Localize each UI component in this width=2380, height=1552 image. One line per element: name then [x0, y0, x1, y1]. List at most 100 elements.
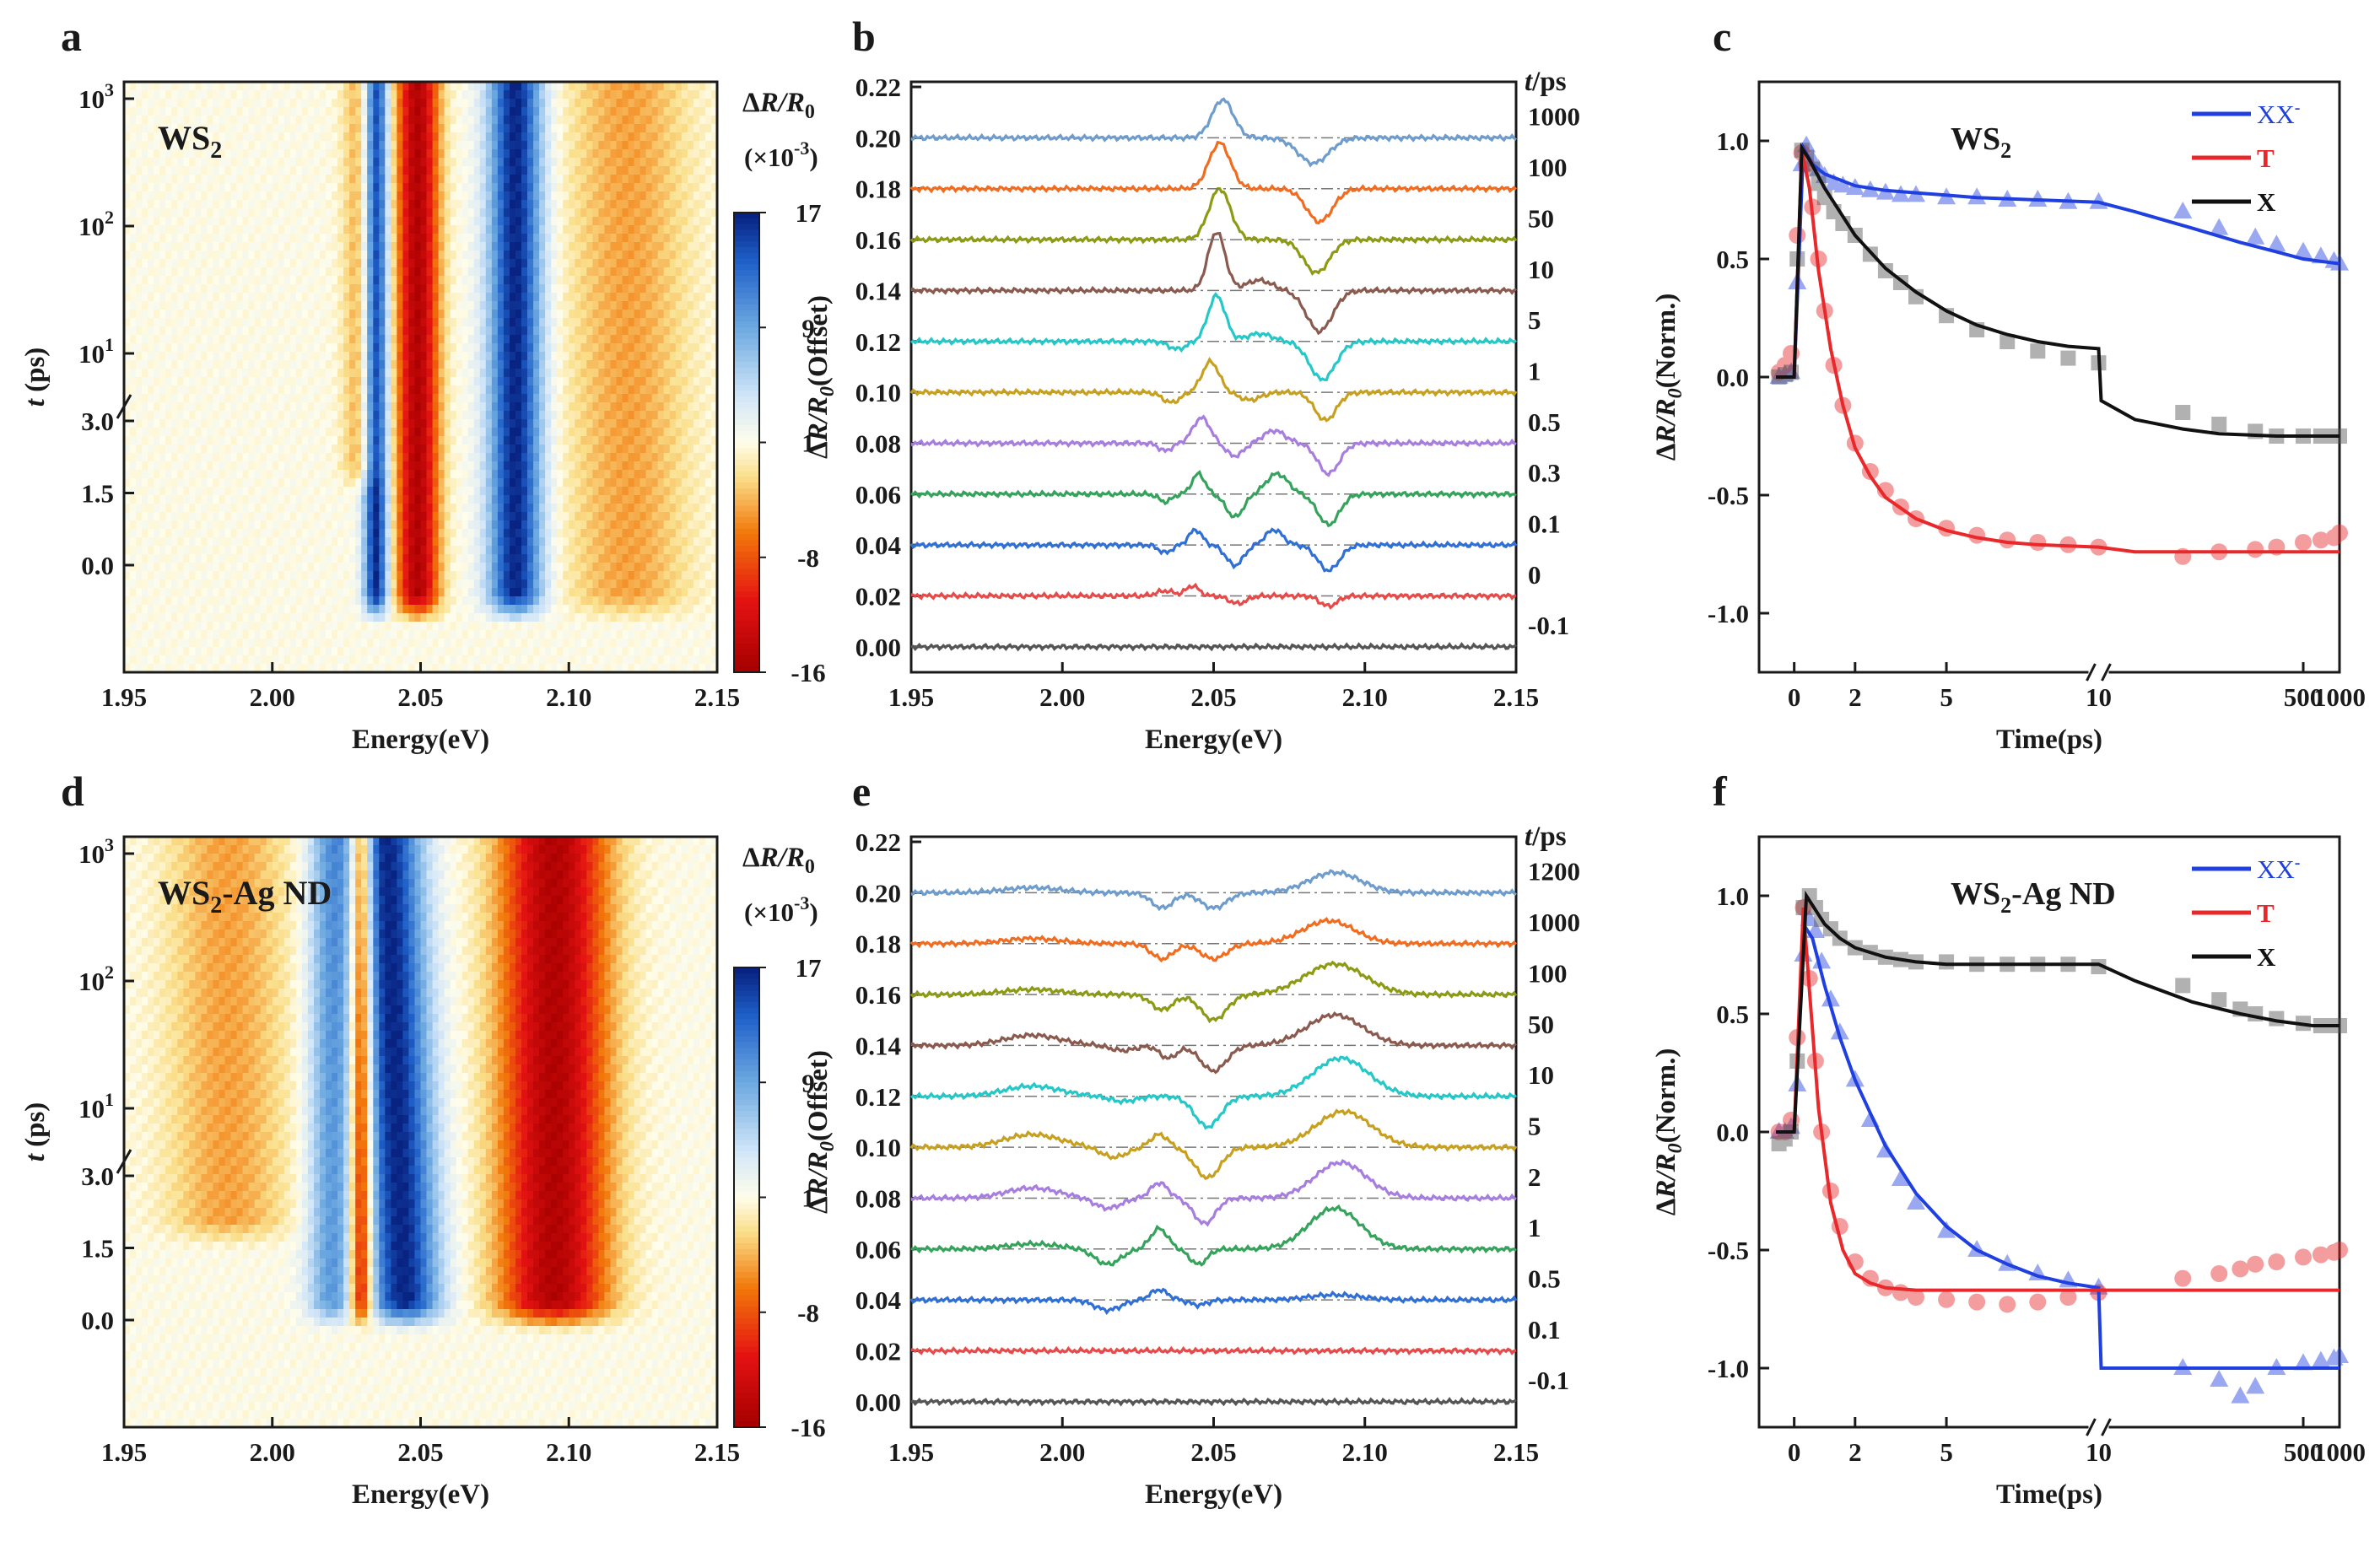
heatmap-cell — [272, 343, 279, 353]
heatmap-cell — [171, 225, 178, 234]
heatmap-cell — [307, 385, 315, 395]
heatmap-cell — [207, 360, 213, 369]
heatmap-cell — [479, 141, 487, 150]
heatmap-cell — [361, 335, 368, 344]
heatmap-cell — [332, 242, 338, 251]
heatmap-cell — [592, 385, 599, 395]
heatmap-cell — [473, 369, 481, 378]
heatmap-cell — [207, 267, 213, 277]
heatmap-cell — [207, 301, 213, 310]
heatmap-cell — [397, 90, 403, 100]
heatmap-cell — [130, 301, 137, 310]
heatmap-cell — [373, 208, 380, 218]
heatmap-cell — [224, 402, 232, 412]
heatmap-cell — [622, 428, 629, 437]
heatmap-cell — [699, 284, 706, 294]
heatmap-cell — [177, 158, 184, 167]
heatmap-cell — [575, 149, 581, 159]
heatmap-cell — [326, 470, 332, 479]
heatmap-cell — [236, 377, 244, 386]
heatmap-cell — [289, 428, 297, 437]
heatmap-cell — [248, 208, 256, 218]
heatmap-cell — [213, 225, 219, 234]
heatmap-cell — [177, 267, 184, 277]
heatmap-cell — [450, 360, 457, 369]
heatmap-cell — [207, 402, 213, 412]
heatmap-cell — [527, 445, 534, 454]
heatmap-cell — [497, 90, 505, 100]
heatmap-cell — [539, 495, 546, 504]
heatmap-cell — [142, 436, 148, 445]
heatmap-cell — [527, 149, 534, 159]
heatmap-cell — [675, 343, 683, 353]
heatmap-cell — [236, 175, 244, 184]
heatmap-cell — [177, 436, 184, 445]
heatmap-cell — [426, 377, 434, 386]
heatmap-cell — [604, 478, 611, 488]
heatmap-cell — [183, 276, 190, 285]
heatmap-cell — [432, 461, 440, 471]
heatmap-cell — [711, 377, 718, 386]
heatmap-cell — [497, 352, 505, 361]
heatmap-cell — [687, 318, 694, 327]
heatmap-cell — [130, 141, 137, 150]
heatmap-cell — [681, 461, 688, 471]
heatmap-cell — [165, 116, 172, 125]
heatmap-cell — [242, 377, 250, 386]
heatmap-cell — [527, 461, 534, 471]
heatmap-cell — [640, 259, 647, 268]
heatmap-cell — [473, 335, 481, 344]
heatmap-cell — [171, 478, 178, 488]
heatmap-cell — [545, 267, 552, 277]
heatmap-cell — [598, 116, 605, 125]
heatmap-cell — [402, 478, 409, 488]
heatmap-cell — [183, 436, 190, 445]
heatmap-cell — [148, 487, 154, 496]
heatmap-cell — [385, 461, 391, 471]
heatmap-cell — [634, 225, 641, 234]
heatmap-cell — [592, 453, 599, 462]
heatmap-cell — [379, 310, 386, 319]
heatmap-cell — [503, 284, 510, 294]
heatmap-cell — [301, 149, 309, 159]
heatmap-cell — [657, 310, 665, 319]
heatmap-cell — [136, 90, 143, 100]
heatmap-cell — [450, 208, 457, 218]
heatmap-cell — [645, 301, 653, 310]
heatmap-cell — [687, 82, 694, 91]
heatmap-cell — [320, 191, 327, 201]
heatmap-cell — [332, 90, 338, 100]
heatmap-cell — [195, 259, 202, 268]
heatmap-cell — [669, 402, 677, 412]
heatmap-cell — [367, 124, 374, 133]
heatmap-cell — [367, 116, 374, 125]
heatmap-cell — [332, 436, 338, 445]
heatmap-cell — [557, 234, 564, 243]
heatmap-cell — [485, 200, 493, 209]
heatmap-cell — [444, 385, 451, 395]
heatmap-cell — [675, 402, 683, 412]
heatmap-cell — [320, 141, 327, 150]
heatmap-cell — [693, 352, 700, 361]
heatmap-cell — [373, 318, 380, 327]
heatmap-cell — [301, 208, 309, 218]
heatmap-cell — [634, 116, 641, 125]
heatmap-cell — [645, 99, 653, 108]
heatmap-cell — [580, 445, 587, 454]
heatmap-cell — [189, 385, 196, 395]
heatmap-cell — [349, 326, 356, 336]
heatmap-cell — [219, 445, 226, 454]
heatmap-cell — [515, 267, 522, 277]
heatmap-cell — [503, 107, 510, 116]
heatmap-cell — [628, 99, 635, 108]
heatmap-cell — [230, 242, 238, 251]
heatmap-cell — [450, 377, 457, 386]
heatmap-cell — [177, 90, 184, 100]
heatmap-cell — [503, 394, 510, 403]
heatmap-cell — [224, 470, 232, 479]
heatmap-cell — [391, 200, 397, 209]
heatmap-cell — [408, 225, 415, 234]
heatmap-cell — [402, 107, 409, 116]
heatmap-cell — [432, 267, 440, 277]
heatmap-cell — [189, 166, 196, 175]
